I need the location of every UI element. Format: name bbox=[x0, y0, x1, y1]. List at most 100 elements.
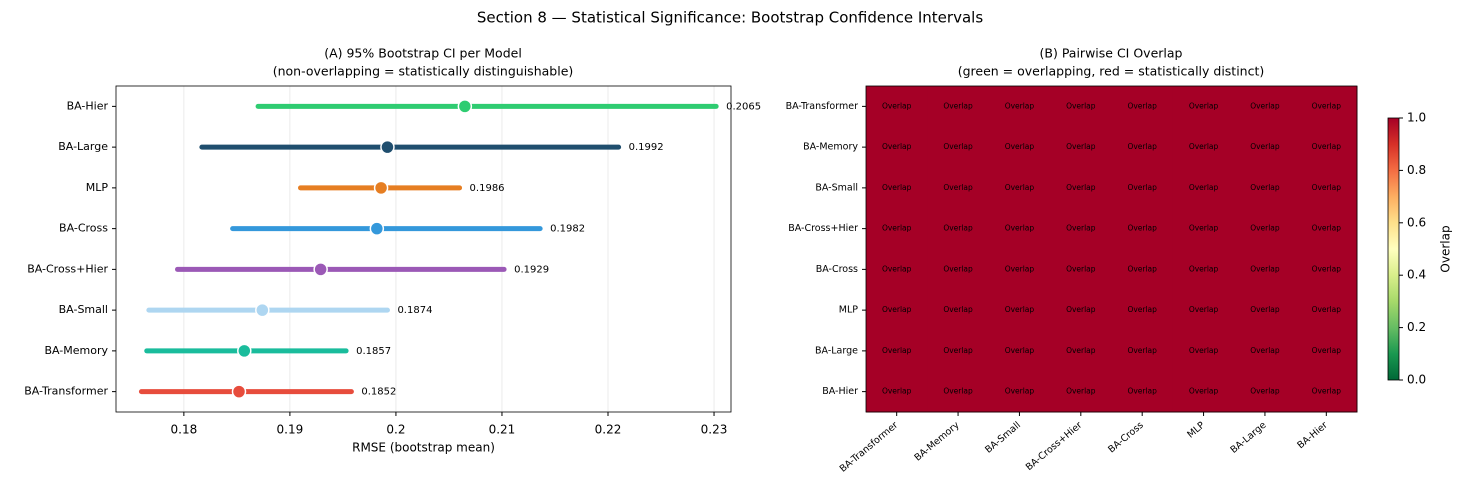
cell-label: Overlap bbox=[1312, 346, 1342, 355]
cell-label: Overlap bbox=[1189, 387, 1219, 396]
heatmap-cell bbox=[927, 126, 990, 168]
value-label: 0.1874 bbox=[397, 305, 432, 316]
cell-label: Overlap bbox=[1066, 224, 1096, 233]
heatmap-cell bbox=[866, 289, 928, 331]
y-tick-label: BA-Hier bbox=[67, 99, 109, 112]
heatmap-cell bbox=[927, 289, 990, 331]
heatmap-cell bbox=[1111, 289, 1174, 331]
mean-dot bbox=[313, 262, 328, 277]
heatmap-cell bbox=[1111, 249, 1174, 291]
colorbar-label: Overlap bbox=[1439, 225, 1453, 272]
heatmap-cell bbox=[1111, 330, 1174, 372]
heatmap-cell bbox=[1234, 249, 1297, 291]
cell-label: Overlap bbox=[1005, 305, 1035, 314]
x-tick-label: BA-Transformer bbox=[838, 420, 901, 475]
cell-label: Overlap bbox=[1250, 264, 1280, 273]
cell-label: Overlap bbox=[1066, 264, 1096, 273]
heatmap-cell bbox=[927, 208, 990, 250]
cell-label: Overlap bbox=[1005, 224, 1035, 233]
y-tick-label: BA-Cross bbox=[59, 222, 108, 235]
cell-label: Overlap bbox=[882, 224, 912, 233]
mean-dot bbox=[255, 302, 270, 318]
cell-label: Overlap bbox=[1312, 183, 1342, 192]
cell-label: Overlap bbox=[1005, 101, 1035, 110]
y-tick-label: BA-Large bbox=[58, 140, 108, 153]
cell-label: Overlap bbox=[943, 101, 973, 110]
colorbar-tick-label: 0.8 bbox=[1407, 163, 1426, 177]
heatmap-cell bbox=[1111, 126, 1174, 168]
cell-label: Overlap bbox=[1189, 264, 1219, 273]
x-tick-label: BA-Cross bbox=[1106, 420, 1145, 456]
value-label: 0.1857 bbox=[356, 346, 391, 357]
y-tick-label: BA-Hier bbox=[822, 386, 858, 397]
cell-label: Overlap bbox=[1127, 101, 1157, 110]
heatmap-cell bbox=[1111, 167, 1174, 209]
chart-title: (A) 95% Bootstrap CI per Model bbox=[324, 46, 522, 61]
x-tick-label: 0.18 bbox=[171, 423, 198, 437]
cell-label: Overlap bbox=[882, 183, 912, 192]
cell-label: Overlap bbox=[943, 142, 973, 151]
heatmap-cell bbox=[1295, 167, 1358, 209]
x-tick-label: 0.2 bbox=[386, 423, 405, 437]
figure-title: Section 8 — Statistical Significance: Bo… bbox=[477, 9, 983, 27]
x-tick-label: 0.19 bbox=[277, 423, 304, 437]
cell-label: Overlap bbox=[1127, 387, 1157, 396]
heatmap-cell bbox=[1295, 86, 1358, 128]
heatmap-cell bbox=[1111, 86, 1174, 128]
cell-label: Overlap bbox=[1066, 387, 1096, 396]
heatmap-cell bbox=[1172, 86, 1235, 128]
cell-label: Overlap bbox=[882, 387, 912, 396]
y-tick-label: BA-Transformer bbox=[24, 385, 108, 398]
heatmap-cell bbox=[1172, 330, 1235, 372]
heatmap-cell bbox=[1234, 208, 1297, 250]
heatmap-cell bbox=[1234, 126, 1297, 168]
value-label: 0.1982 bbox=[550, 224, 585, 235]
cell-label: Overlap bbox=[943, 183, 973, 192]
cell-label: Overlap bbox=[1189, 224, 1219, 233]
cell-label: Overlap bbox=[1189, 183, 1219, 192]
cell-label: Overlap bbox=[1005, 264, 1035, 273]
y-tick-label: BA-Small bbox=[815, 182, 858, 193]
heatmap-cell bbox=[1050, 126, 1112, 168]
heatmap-cell bbox=[1172, 371, 1235, 413]
cell-label: Overlap bbox=[882, 305, 912, 314]
cell-label: Overlap bbox=[1312, 305, 1342, 314]
heatmap-cell bbox=[927, 86, 990, 128]
heatmap-cell bbox=[1234, 167, 1297, 209]
plot-frame bbox=[115, 85, 732, 413]
cell-label: Overlap bbox=[1189, 305, 1219, 314]
cell-label: Overlap bbox=[1066, 183, 1096, 192]
heatmap-cell bbox=[988, 86, 1051, 128]
cell-label: Overlap bbox=[1005, 142, 1035, 151]
cell-label: Overlap bbox=[1127, 264, 1157, 273]
heatmap-cell bbox=[1295, 371, 1358, 413]
cell-label: Overlap bbox=[1250, 183, 1280, 192]
heatmap-cell bbox=[1234, 289, 1297, 331]
cell-label: Overlap bbox=[1066, 101, 1096, 110]
heatmap-cell bbox=[988, 371, 1051, 413]
chart-title: (B) Pairwise CI Overlap bbox=[1040, 46, 1183, 61]
value-label: 0.1929 bbox=[514, 264, 549, 275]
value-label: 0.1992 bbox=[629, 142, 664, 153]
cell-label: Overlap bbox=[1189, 142, 1219, 151]
colorbar-tick-label: 0.4 bbox=[1407, 268, 1426, 282]
x-axis-label: RMSE (bootstrap mean) bbox=[352, 441, 495, 455]
mean-dot bbox=[380, 139, 395, 155]
x-tick-label: 0.23 bbox=[701, 423, 728, 437]
x-tick-label: 0.22 bbox=[595, 423, 622, 437]
heatmap-cell bbox=[866, 86, 928, 128]
heatmap-cell bbox=[866, 167, 928, 209]
cell-label: Overlap bbox=[943, 346, 973, 355]
value-label: 0.2065 bbox=[726, 101, 761, 112]
heatmap-cell bbox=[1172, 126, 1235, 168]
x-tick-label: BA-Hier bbox=[1295, 420, 1330, 451]
y-tick-label: BA-Memory bbox=[44, 344, 108, 357]
heatmap-cell bbox=[866, 208, 928, 250]
colorbar-tick-label: 0.2 bbox=[1407, 320, 1426, 334]
heatmap-cell bbox=[927, 249, 990, 291]
heatmap-cell bbox=[1234, 371, 1297, 413]
cell-label: Overlap bbox=[1312, 387, 1342, 396]
colorbar bbox=[1387, 117, 1400, 381]
y-tick-label: MLP bbox=[86, 181, 109, 194]
